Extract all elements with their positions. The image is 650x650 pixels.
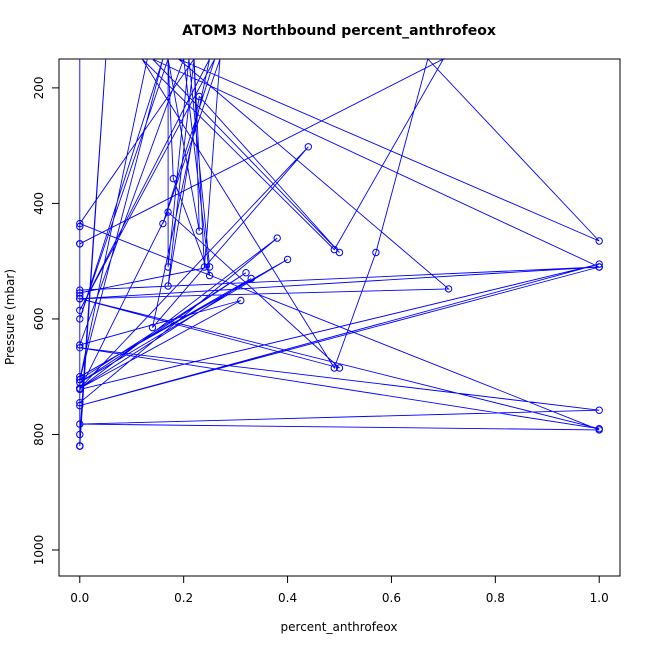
y-tick-label: 400: [32, 192, 46, 215]
data-point: [595, 406, 603, 414]
data-point: [335, 364, 344, 372]
x-tick-label: 0.4: [278, 591, 297, 605]
data-point: [76, 375, 84, 384]
data-point: [205, 271, 214, 280]
data-point: [304, 143, 312, 151]
x-tick-label: 0.8: [486, 591, 505, 605]
y-tick-label: 800: [32, 423, 46, 446]
data-point: [595, 263, 603, 271]
data-point: [242, 269, 250, 277]
plot-frame: [58, 58, 621, 577]
data-point: [195, 92, 204, 101]
data-point: [76, 286, 84, 294]
data-point: [164, 282, 172, 290]
data-point: [76, 378, 84, 387]
x-tick-label: 0.0: [70, 591, 89, 605]
data-point: [76, 289, 84, 297]
data-point: [335, 248, 344, 257]
data-point: [76, 344, 84, 352]
data-point: [148, 323, 157, 332]
data-point: [76, 420, 84, 428]
data-point: [76, 240, 84, 248]
x-axis: 0.0 0.2 0.4 0.6 0.8 1.0: [70, 576, 609, 605]
y-tick-label: 1000: [32, 535, 46, 566]
data-point: [76, 341, 84, 349]
data-point: [247, 274, 255, 283]
data-point: [164, 263, 172, 271]
y-tick-label: 600: [32, 307, 46, 330]
data-point: [76, 295, 84, 303]
data-point: [595, 260, 603, 268]
data-point: [76, 442, 84, 450]
x-tick-label: 1.0: [590, 591, 609, 605]
data-point: [76, 430, 84, 439]
data-point: [595, 237, 603, 245]
data-point: [76, 219, 84, 228]
data-point: [330, 364, 338, 372]
data-point: [205, 263, 214, 271]
series-layer: [76, 57, 603, 450]
data-point: [372, 248, 380, 257]
y-axis: 200 400 600 800 1000: [32, 76, 59, 565]
data-point: [76, 315, 84, 323]
x-axis-label: percent_anthrofeox: [281, 620, 398, 634]
data-point: [76, 401, 84, 410]
data-point: [76, 385, 84, 394]
chart-title: ATOM3 Northbound percent_anthrofeox: [182, 23, 496, 39]
data-point: [76, 306, 84, 314]
data-point: [76, 399, 84, 407]
data-point: [273, 234, 281, 242]
data-point: [444, 285, 453, 293]
data-point: [76, 222, 84, 231]
x-tick-label: 0.6: [382, 591, 401, 605]
data-point: [159, 219, 167, 228]
data-point: [169, 174, 178, 183]
data-point: [195, 227, 204, 235]
data-point: [76, 292, 84, 300]
data-point: [283, 255, 292, 264]
series-line: [78, 57, 600, 447]
x-tick-label: 0.2: [174, 591, 193, 605]
data-point: [76, 373, 84, 381]
data-point: [237, 296, 245, 305]
data-point: [200, 263, 209, 271]
y-tick-label: 200: [32, 76, 46, 99]
data-point: [595, 426, 603, 434]
y-axis-label: Pressure (mbar): [3, 269, 17, 365]
data-point: [164, 208, 172, 216]
